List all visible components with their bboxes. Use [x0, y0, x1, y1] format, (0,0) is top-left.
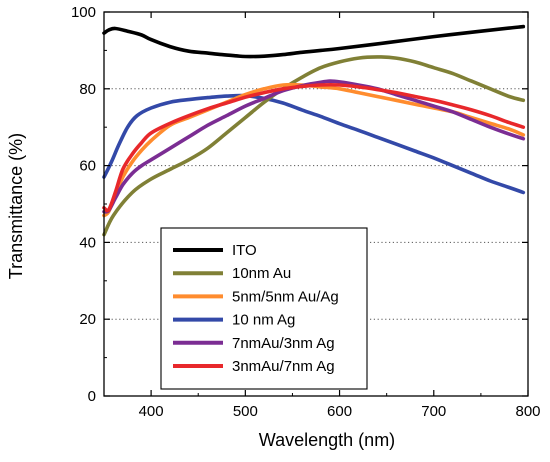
- x-tick-label: 400: [139, 403, 164, 420]
- y-axis-title: Transmittance (%): [6, 133, 26, 279]
- series-line-10nm-au: [102, 55, 526, 237]
- legend-label: ITO: [232, 242, 257, 259]
- legend-label: 3nmAu/7nm Ag: [232, 358, 335, 375]
- x-tick-label: 800: [515, 403, 540, 420]
- y-tick-label: 0: [88, 388, 96, 405]
- series-line-ito: [102, 24, 526, 59]
- series-line-7nmau-3nm-ag: [102, 79, 526, 214]
- x-tick-label: 500: [233, 403, 258, 420]
- y-tick-label: 40: [79, 234, 96, 251]
- series-lines: [102, 24, 526, 237]
- y-tick-label: 20: [79, 311, 96, 328]
- series-line-10-nm-ag: [102, 93, 526, 195]
- legend-label: 10nm Au: [232, 265, 291, 282]
- x-tick-label: 700: [421, 403, 446, 420]
- legend-box: [160, 227, 368, 390]
- y-tick-label: 60: [79, 158, 96, 175]
- x-tick-label: 600: [327, 403, 352, 420]
- axis-ticks: 0 20 40 60 80 100 400 500 600 700 800: [71, 4, 541, 420]
- legend-label: 7nmAu/3nm Ag: [232, 335, 335, 352]
- legend-label: 5nm/5nm Au/Ag: [232, 288, 339, 305]
- y-tick-label: 100: [71, 4, 96, 21]
- y-tick-label: 80: [79, 81, 96, 98]
- series-line-3nmau-7nm-ag: [102, 82, 526, 213]
- x-axis-title: Wavelength (nm): [259, 430, 395, 450]
- legend-label: 10 nm Ag: [232, 312, 295, 329]
- legend: ITO 10nm Au 5nm/5nm Au/Ag 10 nm Ag 7nmAu/3nm…: [160, 227, 368, 390]
